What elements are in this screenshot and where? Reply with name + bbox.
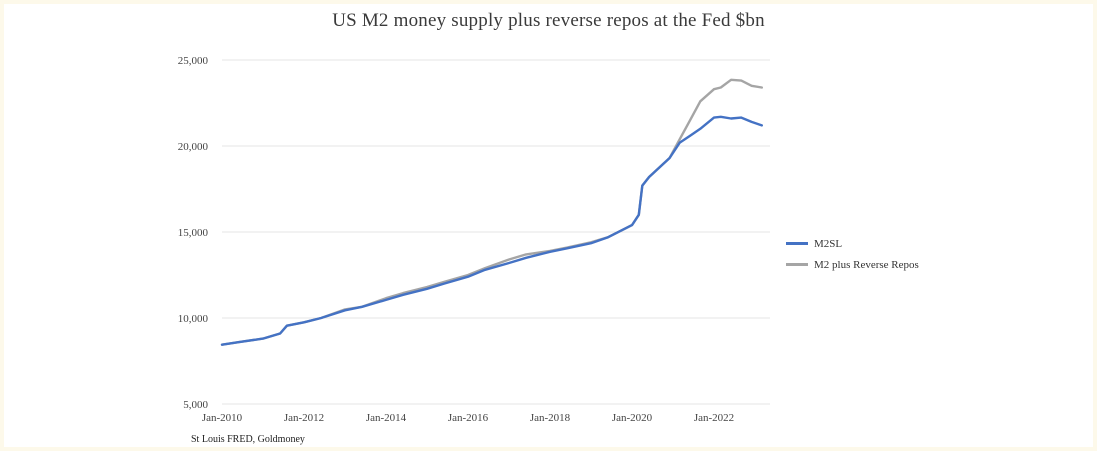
x-tick-label: Jan-2012 <box>284 412 324 424</box>
legend-swatch-m2-plus-reverse-repos <box>786 263 808 266</box>
legend-swatch-m2sl <box>786 242 808 245</box>
x-tick-label: Jan-2014 <box>366 412 407 424</box>
x-tick-label: Jan-2020 <box>612 412 653 424</box>
x-tick-label: Jan-2022 <box>694 412 734 424</box>
y-tick-label: 25,000 <box>178 55 209 67</box>
y-tick-label: 5,000 <box>183 399 208 411</box>
chart-card <box>4 4 1093 447</box>
series-line-m2-plus-reverse-repos <box>220 78 763 346</box>
x-tick-label: Jan-2018 <box>530 412 571 424</box>
legend-item-m2-plus-reverse-repos: M2 plus Reverse Repos <box>786 254 919 275</box>
x-tick-label: Jan-2010 <box>202 412 243 424</box>
legend-label-m2sl: M2SL <box>814 237 843 250</box>
x-tick-label: Jan-2016 <box>448 412 489 424</box>
legend-label-m2-plus-reverse-repos: M2 plus Reverse Repos <box>814 258 919 271</box>
legend-item-m2sl: M2SL <box>786 233 919 254</box>
y-tick-label: 10,000 <box>178 313 209 325</box>
y-tick-label: 15,000 <box>178 227 209 239</box>
chart-legend: M2SL M2 plus Reverse Repos <box>786 233 919 275</box>
chart-title: US M2 money supply plus reverse repos at… <box>332 10 765 31</box>
series-line-m2sl <box>220 115 763 346</box>
source-note: St Louis FRED, Goldmoney <box>191 434 305 445</box>
y-tick-label: 20,000 <box>178 141 209 153</box>
